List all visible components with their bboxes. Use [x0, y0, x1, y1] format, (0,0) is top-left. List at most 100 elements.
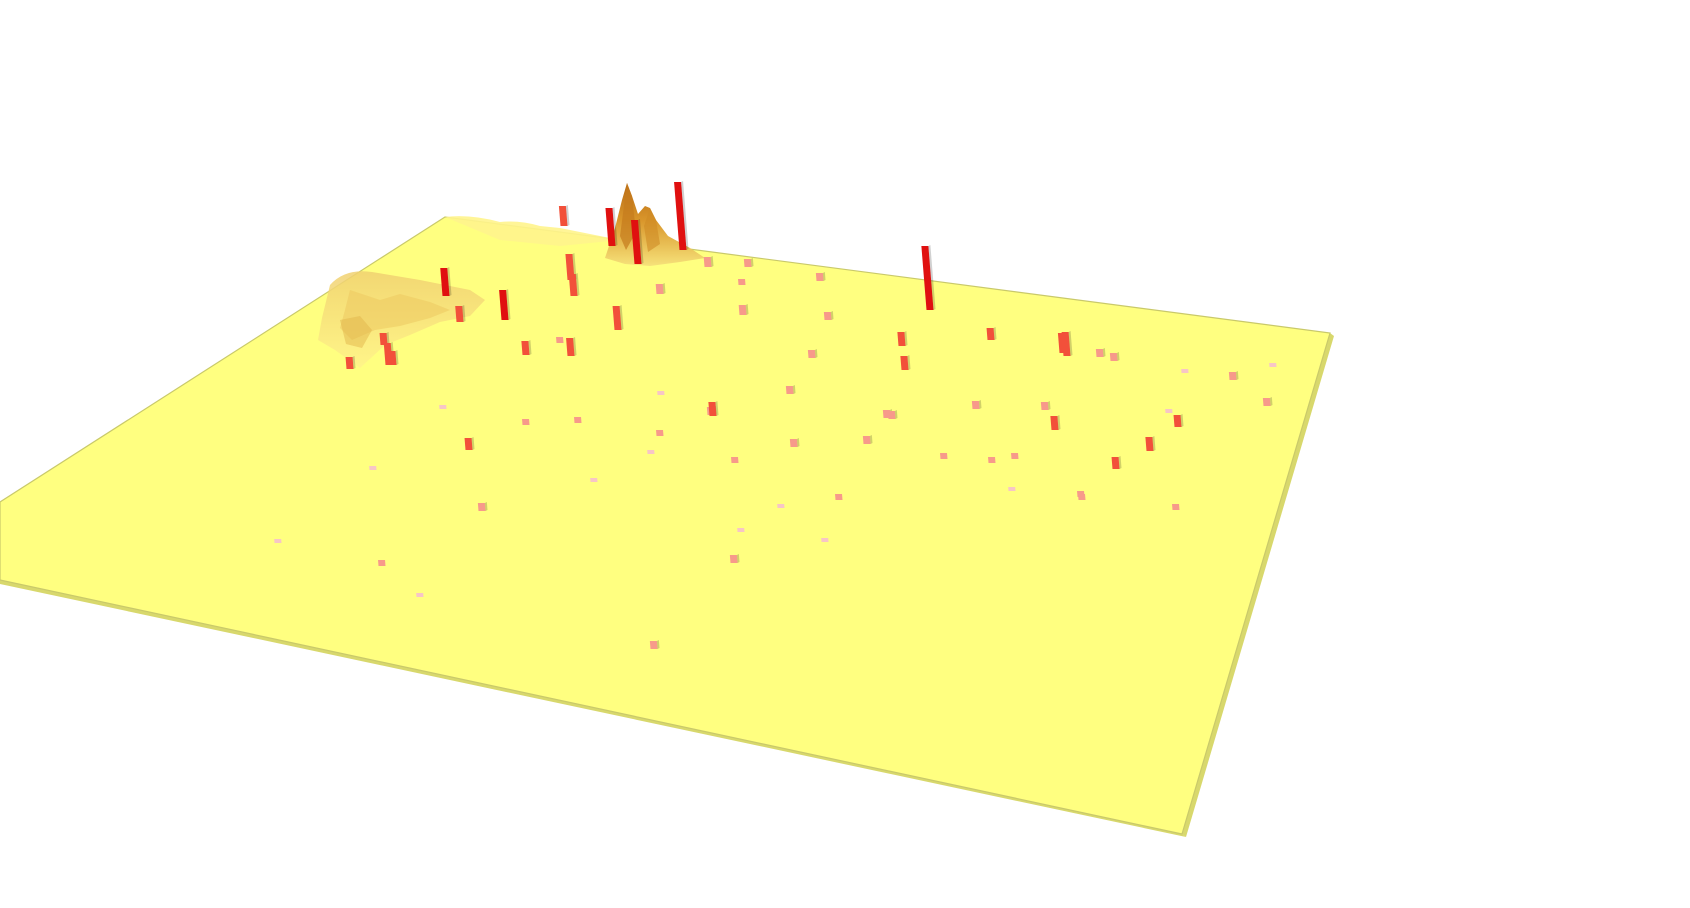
- bar-low-67[interactable]: [737, 528, 745, 532]
- bar-side-shade: [656, 640, 660, 649]
- bar-body: [455, 306, 464, 322]
- bar-high-15[interactable]: [897, 331, 908, 346]
- bar-body: [988, 457, 996, 463]
- bar-medium-44[interactable]: [1109, 352, 1120, 361]
- bar-low-64[interactable]: [274, 539, 282, 543]
- bar-side-shade: [447, 267, 452, 296]
- bar-high-10[interactable]: [612, 305, 624, 330]
- bar-body: [823, 312, 832, 320]
- bar-high-23[interactable]: [388, 350, 399, 365]
- bar-medium-62[interactable]: [1078, 494, 1086, 500]
- bar-low-70[interactable]: [1269, 363, 1277, 367]
- bar-medium-45[interactable]: [1228, 371, 1239, 380]
- bar-medium-58[interactable]: [477, 502, 488, 511]
- bar-body: [986, 328, 995, 340]
- bar-low-75[interactable]: [647, 450, 655, 454]
- bar-max-3[interactable]: [630, 219, 644, 264]
- bar-max-4[interactable]: [499, 289, 511, 320]
- bar-high-16[interactable]: [566, 337, 577, 356]
- bar-low-76[interactable]: [369, 466, 377, 470]
- bar-medium-56[interactable]: [522, 419, 530, 425]
- bar-low-66[interactable]: [590, 478, 598, 482]
- bar-body: [1011, 453, 1019, 459]
- bar-high-17[interactable]: [900, 355, 911, 370]
- bar-medium-31[interactable]: [738, 304, 749, 315]
- bar-medium-59[interactable]: [378, 560, 386, 566]
- bar-body: [274, 539, 282, 543]
- bar-side-shade: [352, 356, 356, 369]
- bar-medium-39[interactable]: [862, 435, 873, 444]
- bar-low-68[interactable]: [777, 504, 785, 508]
- bar-high-8[interactable]: [558, 205, 570, 226]
- bar-side-shade: [612, 207, 618, 246]
- bar-medium-37[interactable]: [887, 410, 898, 419]
- bar-side-shade: [1057, 415, 1061, 430]
- bar-side-shade: [565, 205, 570, 226]
- bar-high-21[interactable]: [708, 401, 719, 416]
- bar-medium-54[interactable]: [1172, 504, 1180, 510]
- bar-medium-30[interactable]: [743, 258, 754, 267]
- bar-medium-40[interactable]: [1040, 401, 1051, 410]
- bar-medium-51[interactable]: [1262, 397, 1273, 406]
- bar-medium-48[interactable]: [1011, 453, 1019, 459]
- bar-medium-60[interactable]: [729, 554, 740, 563]
- bar-max-0[interactable]: [674, 181, 689, 250]
- bar-medium-43[interactable]: [1095, 348, 1106, 357]
- bar-high-24[interactable]: [379, 332, 390, 345]
- bar-max-2[interactable]: [921, 245, 936, 310]
- bar-medium-47[interactable]: [789, 438, 800, 447]
- bar-body: [388, 351, 397, 365]
- bar-medium-61[interactable]: [649, 640, 660, 649]
- bar-side-shade: [662, 283, 666, 294]
- bar-high-20[interactable]: [464, 437, 475, 450]
- bar-body: [1095, 349, 1104, 357]
- bar-medium-63[interactable]: [988, 457, 996, 463]
- bar-medium-36[interactable]: [738, 279, 746, 285]
- bar-medium-50[interactable]: [835, 494, 843, 500]
- bar-side-shade: [1235, 371, 1239, 380]
- bar-high-25[interactable]: [521, 340, 532, 355]
- bar-high-7[interactable]: [455, 305, 466, 322]
- bar-body: [369, 466, 377, 470]
- bar-side-shade: [830, 311, 834, 320]
- bar-side-shade: [750, 258, 754, 267]
- bar-medium-29[interactable]: [703, 256, 714, 267]
- bar-medium-55[interactable]: [556, 337, 564, 343]
- bar-high-6[interactable]: [565, 253, 577, 280]
- bar-medium-38[interactable]: [971, 400, 982, 409]
- bar-side-shade: [928, 245, 936, 310]
- bar-medium-28[interactable]: [655, 283, 666, 294]
- bar-high-9[interactable]: [568, 273, 580, 296]
- bar-low-73[interactable]: [1008, 487, 1016, 491]
- bar-high-13[interactable]: [1061, 331, 1073, 356]
- bar-high-14[interactable]: [1050, 415, 1061, 430]
- bar-body: [1228, 372, 1237, 380]
- bar-low-74[interactable]: [657, 391, 665, 395]
- bar-high-22[interactable]: [345, 356, 356, 369]
- bar-body: [738, 279, 746, 285]
- bar-max-5[interactable]: [440, 267, 452, 296]
- bar-max-1[interactable]: [605, 207, 618, 246]
- bar-low-77[interactable]: [439, 405, 447, 409]
- bar-high-27[interactable]: [1111, 456, 1122, 469]
- bar-low-72[interactable]: [1165, 409, 1173, 413]
- bar-high-19[interactable]: [1173, 414, 1184, 427]
- bar-medium-57[interactable]: [574, 417, 582, 423]
- bar-medium-33[interactable]: [815, 272, 826, 281]
- bar-low-65[interactable]: [416, 593, 424, 597]
- bar-high-26[interactable]: [1145, 436, 1156, 451]
- bar-medium-49[interactable]: [940, 453, 948, 459]
- bar-medium-41[interactable]: [785, 385, 796, 394]
- bar-side-shade: [796, 438, 800, 447]
- bar-body: [568, 274, 578, 296]
- bar-medium-46[interactable]: [656, 430, 664, 436]
- bar-medium-32[interactable]: [823, 311, 834, 320]
- bar-body: [862, 436, 871, 444]
- bar-high-18[interactable]: [986, 327, 997, 340]
- bar-low-69[interactable]: [821, 538, 829, 542]
- bar-medium-34[interactable]: [807, 349, 818, 358]
- bar-side-shade: [528, 340, 532, 355]
- bar-medium-52[interactable]: [731, 457, 739, 463]
- bar-low-71[interactable]: [1181, 369, 1189, 373]
